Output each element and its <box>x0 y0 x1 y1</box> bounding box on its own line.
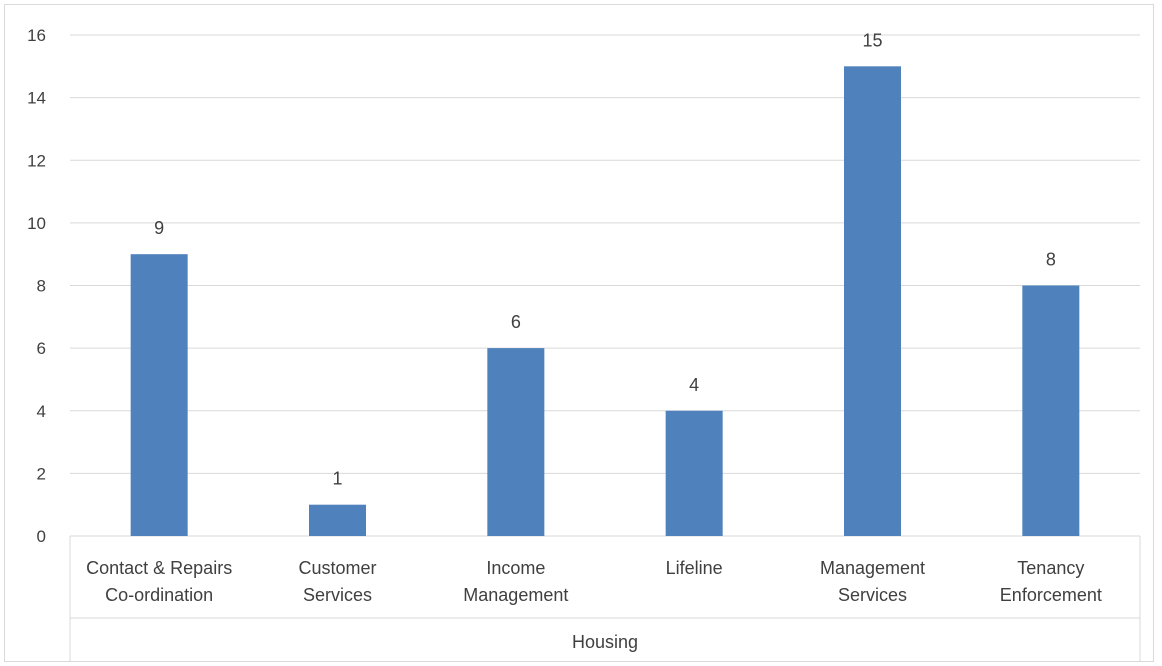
y-tick-label: 10 <box>27 214 46 233</box>
x-tick-label: Lifeline <box>666 558 723 578</box>
bar <box>309 504 366 536</box>
y-tick-label: 16 <box>27 26 46 45</box>
x-tick-label: Customer <box>298 558 376 578</box>
bar <box>487 348 545 536</box>
group-label: Housing <box>572 632 638 652</box>
x-tick-label: Income <box>486 558 545 578</box>
data-label: 8 <box>1046 250 1056 270</box>
data-label: 6 <box>511 312 521 332</box>
y-tick-label: 6 <box>37 339 46 358</box>
x-tick-label: Tenancy <box>1017 558 1084 578</box>
bar <box>130 254 188 536</box>
chart-frame <box>4 4 1154 662</box>
bar <box>1022 285 1080 536</box>
x-tick-label: Enforcement <box>1000 585 1102 605</box>
y-tick-label: 14 <box>27 89 46 108</box>
x-tick-label: Contact & Repairs <box>86 558 232 578</box>
y-tick-label: 4 <box>37 402 46 421</box>
x-tick-label: Management <box>463 585 568 605</box>
y-tick-label: 8 <box>37 277 46 296</box>
x-tick-label: Services <box>838 585 907 605</box>
x-tick-label: Co-ordination <box>105 585 213 605</box>
y-tick-label: 2 <box>37 464 46 483</box>
data-label: 4 <box>689 375 699 395</box>
y-tick-label: 12 <box>27 151 46 170</box>
data-label: 15 <box>862 30 882 50</box>
x-tick-label: Services <box>303 585 372 605</box>
y-tick-label: 0 <box>37 527 46 546</box>
bar <box>665 410 723 536</box>
bar <box>844 66 901 536</box>
x-tick-label: Management <box>820 558 925 578</box>
data-label: 1 <box>332 469 342 489</box>
data-label: 9 <box>154 218 164 238</box>
